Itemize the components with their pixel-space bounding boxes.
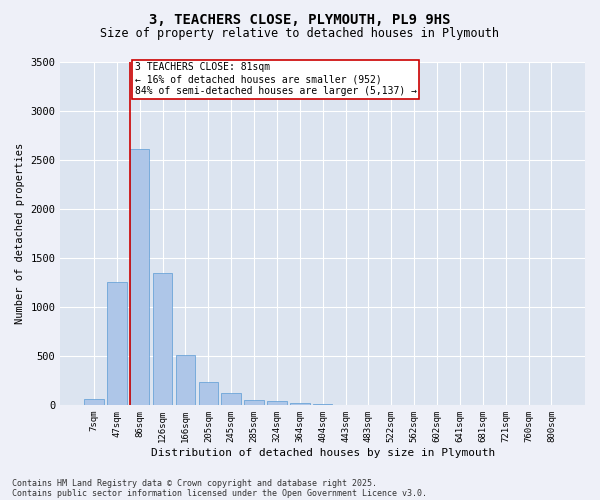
Text: 3 TEACHERS CLOSE: 81sqm
← 16% of detached houses are smaller (952)
84% of semi-d: 3 TEACHERS CLOSE: 81sqm ← 16% of detache… <box>134 62 416 96</box>
Bar <box>153 274 172 405</box>
Bar <box>244 400 264 405</box>
Text: Size of property relative to detached houses in Plymouth: Size of property relative to detached ho… <box>101 28 499 40</box>
Bar <box>199 382 218 405</box>
Bar <box>290 404 310 405</box>
Text: 3, TEACHERS CLOSE, PLYMOUTH, PL9 9HS: 3, TEACHERS CLOSE, PLYMOUTH, PL9 9HS <box>149 12 451 26</box>
Bar <box>267 401 287 405</box>
Y-axis label: Number of detached properties: Number of detached properties <box>15 142 25 324</box>
Bar <box>221 393 241 405</box>
Bar <box>107 282 127 405</box>
Bar <box>84 400 104 405</box>
X-axis label: Distribution of detached houses by size in Plymouth: Distribution of detached houses by size … <box>151 448 495 458</box>
Bar <box>130 149 149 405</box>
Text: Contains public sector information licensed under the Open Government Licence v3: Contains public sector information licen… <box>12 488 427 498</box>
Bar <box>176 355 195 405</box>
Text: Contains HM Land Registry data © Crown copyright and database right 2025.: Contains HM Land Registry data © Crown c… <box>12 478 377 488</box>
